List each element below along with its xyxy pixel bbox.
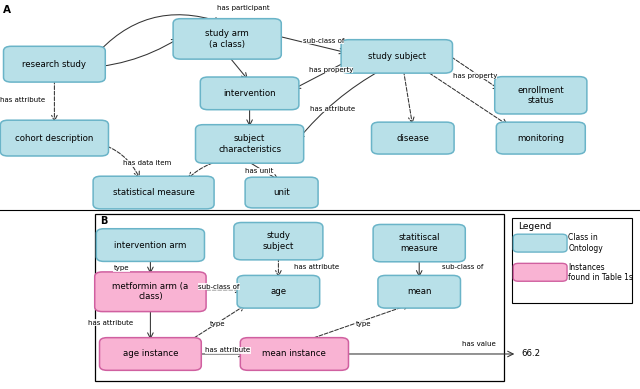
Text: has data item: has data item	[123, 160, 172, 166]
Text: Instances
found in Table 1s: Instances found in Table 1s	[568, 263, 633, 282]
Text: unit: unit	[273, 188, 290, 197]
Text: statistical measure: statistical measure	[113, 188, 195, 197]
FancyBboxPatch shape	[4, 46, 105, 82]
FancyBboxPatch shape	[234, 223, 323, 260]
Text: has attribute: has attribute	[294, 264, 339, 270]
Text: has attribute: has attribute	[205, 347, 250, 353]
Text: has attribute: has attribute	[88, 320, 133, 326]
FancyBboxPatch shape	[373, 224, 465, 262]
Text: mean instance: mean instance	[262, 349, 326, 359]
Text: has unit: has unit	[245, 168, 273, 174]
Text: metformin arm (a
class): metformin arm (a class)	[112, 282, 189, 301]
FancyBboxPatch shape	[1, 120, 108, 156]
FancyBboxPatch shape	[96, 229, 204, 261]
Text: research study: research study	[22, 60, 86, 69]
Text: sub-class of: sub-class of	[198, 284, 239, 290]
Text: A: A	[3, 5, 11, 15]
Text: type: type	[210, 321, 225, 327]
FancyBboxPatch shape	[196, 125, 304, 163]
FancyBboxPatch shape	[497, 122, 585, 154]
Text: statitiscal
measure: statitiscal measure	[399, 233, 440, 253]
FancyBboxPatch shape	[245, 177, 318, 208]
Text: type: type	[356, 321, 371, 327]
Text: intervention: intervention	[223, 89, 276, 98]
Text: has property: has property	[308, 67, 353, 73]
Bar	[512, 218, 632, 303]
Text: Legend: Legend	[518, 222, 552, 231]
Text: sub-class of: sub-class of	[303, 38, 344, 44]
Text: has property: has property	[452, 73, 497, 79]
Text: disease: disease	[396, 133, 429, 143]
FancyBboxPatch shape	[513, 234, 567, 252]
FancyBboxPatch shape	[378, 275, 461, 308]
Text: sub-class of: sub-class of	[442, 264, 483, 270]
FancyBboxPatch shape	[93, 176, 214, 209]
Text: Class in
Ontology: Class in Ontology	[568, 233, 603, 253]
Text: has attribute: has attribute	[310, 106, 355, 112]
FancyBboxPatch shape	[495, 77, 587, 114]
FancyBboxPatch shape	[200, 77, 299, 110]
Text: has attribute: has attribute	[1, 97, 45, 103]
Text: age: age	[270, 287, 287, 296]
FancyBboxPatch shape	[173, 19, 282, 59]
FancyBboxPatch shape	[241, 338, 349, 370]
FancyBboxPatch shape	[99, 338, 201, 370]
Text: has participant: has participant	[217, 5, 269, 11]
Text: study
subject: study subject	[262, 231, 294, 251]
Text: type: type	[114, 265, 129, 272]
FancyBboxPatch shape	[95, 272, 206, 312]
FancyBboxPatch shape	[341, 40, 452, 73]
Text: 66.2: 66.2	[522, 349, 541, 359]
Text: study arm
(a class): study arm (a class)	[205, 29, 249, 49]
Text: B: B	[100, 216, 108, 226]
Text: enrollment
status: enrollment status	[517, 86, 564, 105]
Text: intervention arm: intervention arm	[114, 240, 187, 250]
Text: has value: has value	[462, 341, 495, 347]
Text: subject
characteristics: subject characteristics	[218, 134, 281, 154]
FancyBboxPatch shape	[237, 275, 320, 308]
Text: study subject: study subject	[368, 52, 426, 61]
Text: age instance: age instance	[123, 349, 178, 359]
FancyBboxPatch shape	[371, 122, 454, 154]
Text: monitoring: monitoring	[517, 133, 564, 143]
Text: cohort description: cohort description	[15, 133, 93, 143]
Bar	[95, 214, 504, 381]
Text: mean: mean	[407, 287, 431, 296]
FancyBboxPatch shape	[513, 263, 567, 281]
